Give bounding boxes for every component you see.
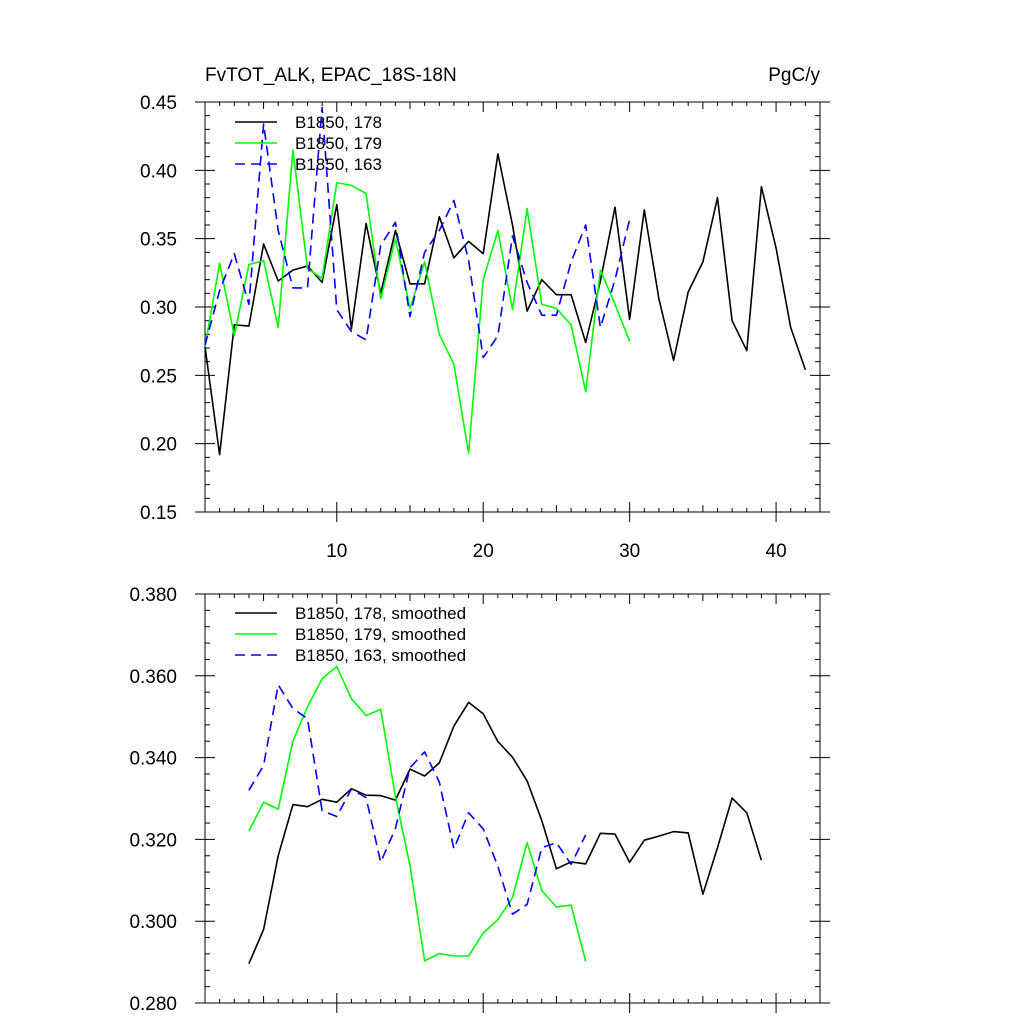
legend-label: B1850, 178 — [295, 113, 382, 132]
series-line-b1850-179 — [204, 149, 631, 455]
y-tick-label: 0.300 — [129, 912, 177, 933]
legend-label: B1850, 163, smoothed — [295, 646, 466, 665]
y-tick-label: 0.40 — [140, 161, 177, 182]
top-panel: 10 20 30 40 0.15 0.20 0.25 0.30 0.35 0.40 0.45 B185… — [140, 93, 830, 562]
y-tick-label: 0.20 — [140, 435, 177, 456]
series-line-b1850-178 — [204, 153, 807, 456]
series-line-b1850-178-smoothed — [248, 701, 763, 965]
series-line-b1850-163-smoothed — [248, 683, 587, 916]
legend-label: B1850, 179, smoothed — [295, 625, 466, 644]
y-tick-label: 0.320 — [129, 830, 177, 851]
y-tick-label: 0.15 — [140, 503, 177, 524]
y-tick-label: 0.25 — [140, 366, 177, 387]
series-line-b1850-179-smoothed — [248, 665, 587, 962]
y-tick-label: 0.360 — [129, 667, 177, 688]
bottom-panel: 0.280 0.300 0.320 0.340 0.360 0.380 B1850, 178… — [129, 585, 830, 1015]
x-tick-label: 20 — [473, 541, 494, 562]
y-tick-label: 0.340 — [129, 749, 177, 770]
x-tick-label: 40 — [766, 541, 787, 562]
legend-label: B1850, 163 — [295, 155, 382, 174]
legend-label: B1850, 179 — [295, 134, 382, 153]
legend-label: B1850, 178, smoothed — [295, 604, 466, 623]
x-tick-label: 30 — [619, 541, 640, 562]
x-tick-label: 10 — [326, 541, 347, 562]
series-line-b1850-163 — [204, 106, 631, 359]
chart-title: FvTOT_ALK, EPAC_18S-18N — [205, 65, 457, 86]
y-tick-label: 0.380 — [129, 585, 177, 606]
y-tick-label: 0.45 — [140, 93, 177, 114]
chart-units: PgC/y — [768, 65, 820, 86]
y-tick-label: 0.30 — [140, 298, 177, 319]
y-tick-label: 0.35 — [140, 230, 177, 251]
y-tick-label: 0.280 — [129, 994, 177, 1015]
